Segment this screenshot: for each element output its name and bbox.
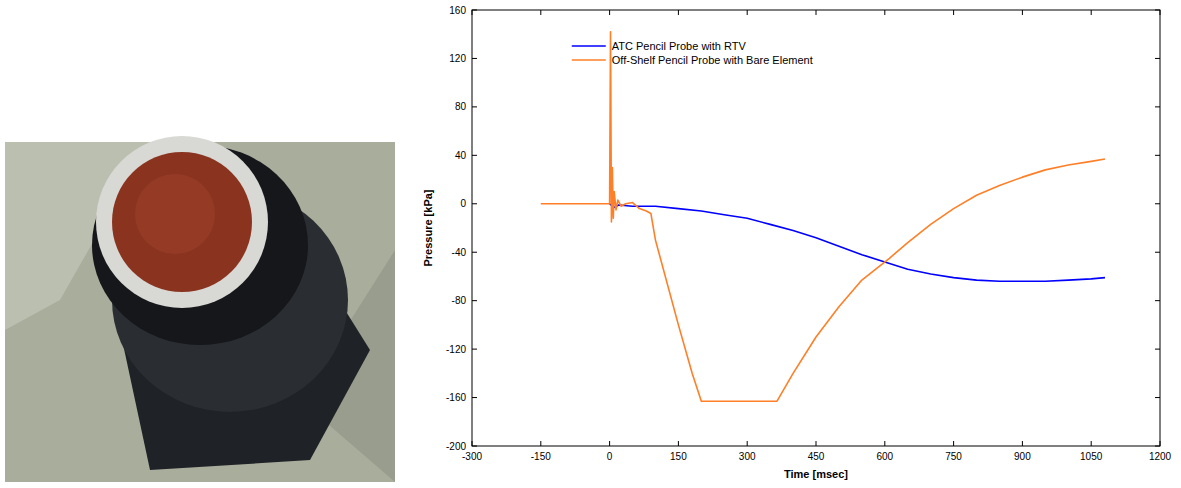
x-tick — [1160, 441, 1161, 446]
y-tick — [472, 58, 477, 59]
y-tick-label: -80 — [452, 295, 467, 306]
x-tick — [1160, 10, 1161, 15]
x-tick-label: 300 — [739, 451, 756, 462]
x-tick-label: -300 — [462, 451, 482, 462]
y-tick — [472, 203, 477, 204]
x-tick — [816, 441, 817, 446]
y-tick-label: -40 — [452, 247, 467, 258]
y-tick — [1155, 349, 1160, 350]
plot-frame — [472, 10, 1160, 446]
x-tick — [609, 441, 610, 446]
legend: ATC Pencil Probe with RTV Off-Shelf Penci… — [572, 40, 813, 66]
y-tick — [472, 300, 477, 301]
y-tick — [472, 106, 477, 107]
x-tick-label: 450 — [808, 451, 825, 462]
x-tick-label: 600 — [876, 451, 893, 462]
y-tick — [1155, 446, 1160, 447]
y-tick — [1155, 155, 1160, 156]
y-tick — [1155, 10, 1160, 11]
x-tick-label: 0 — [607, 451, 613, 462]
x-tick-label: 150 — [670, 451, 687, 462]
y-tick-label: -200 — [446, 441, 466, 452]
photo — [5, 136, 395, 482]
y-tick — [472, 349, 477, 350]
x-tick — [678, 10, 679, 15]
x-tick — [472, 10, 473, 15]
probe-element — [112, 152, 252, 292]
y-tick-label: -120 — [446, 344, 466, 355]
y-tick-label: 40 — [455, 150, 467, 161]
x-tick — [1022, 10, 1023, 15]
series-group — [541, 32, 1105, 401]
y-tick-label: 0 — [460, 198, 466, 209]
y-tick-label: 160 — [449, 5, 466, 16]
y-tick-label: -160 — [446, 392, 466, 403]
x-tick-label: 900 — [1014, 451, 1031, 462]
x-tick-label: -150 — [531, 451, 551, 462]
y-tick — [1155, 106, 1160, 107]
legend-label: ATC Pencil Probe with RTV — [612, 40, 747, 52]
x-tick — [953, 10, 954, 15]
y-tick — [1155, 58, 1160, 59]
probe-highlight — [135, 174, 215, 254]
x-axis-title: Time [msec] — [784, 468, 848, 480]
y-tick-label: 80 — [455, 101, 467, 112]
x-tick — [953, 441, 954, 446]
x-tick — [540, 10, 541, 15]
x-tick — [884, 10, 885, 15]
y-tick — [472, 155, 477, 156]
probe-ring — [96, 136, 268, 308]
x-tick — [816, 10, 817, 15]
y-tick — [1155, 203, 1160, 204]
x-tick-label: 1050 — [1080, 451, 1103, 462]
y-axis-title: Pressure [kPa] — [422, 189, 434, 266]
series-line — [541, 32, 1105, 401]
x-tick-label: 1200 — [1149, 451, 1172, 462]
y-tick — [472, 252, 477, 253]
photo-background — [5, 142, 395, 482]
x-tick — [540, 441, 541, 446]
x-tick — [1091, 441, 1092, 446]
x-tick — [1091, 10, 1092, 15]
x-tick — [678, 441, 679, 446]
legend-swatch — [572, 59, 606, 61]
y-tick — [472, 397, 477, 398]
legend-swatch — [572, 45, 606, 47]
x-tick — [747, 10, 748, 15]
y-tick — [1155, 397, 1160, 398]
x-tick — [472, 441, 473, 446]
y-tick — [472, 10, 477, 11]
y-tick — [1155, 252, 1160, 253]
legend-label: Off-Shelf Pencil Probe with Bare Element — [612, 54, 813, 66]
x-tick — [884, 441, 885, 446]
x-tick-label: 750 — [945, 451, 962, 462]
y-tick — [1155, 300, 1160, 301]
x-tick — [1022, 441, 1023, 446]
y-tick — [472, 446, 477, 447]
series-line — [610, 204, 1105, 282]
x-tick — [747, 441, 748, 446]
y-tick-label: 120 — [449, 53, 466, 64]
x-tick — [609, 10, 610, 15]
